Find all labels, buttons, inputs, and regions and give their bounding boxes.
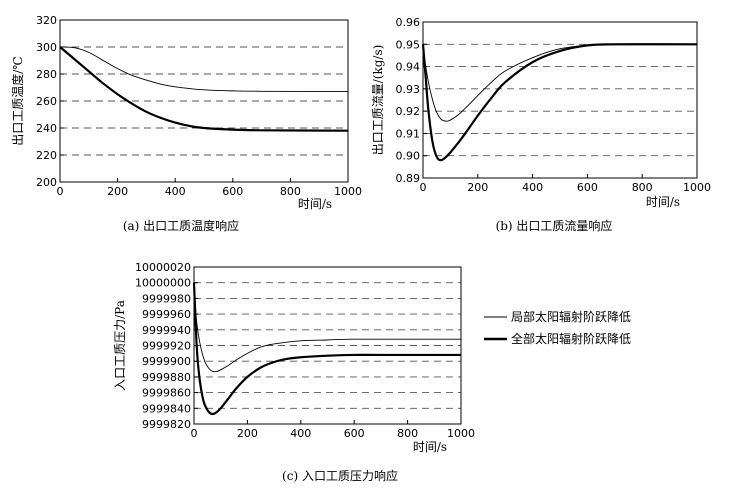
pressure-xtick-label: 200 bbox=[237, 427, 258, 440]
temperature-xtick-label: 0 bbox=[57, 185, 64, 198]
chart-panel-pressure: 0 200 400 600 800 1000 9999820 9999840 9999860 99… bbox=[113, 261, 475, 454]
flow-xtick-label: 1000 bbox=[683, 181, 711, 194]
caption-temperature: (a) 出口工质温度响应 bbox=[123, 218, 239, 233]
pressure-ytick-label: 9999900 bbox=[142, 355, 191, 368]
flow-ytick-label: 0.89 bbox=[396, 172, 421, 185]
temperature-ytick-label: 260 bbox=[36, 95, 57, 108]
pressure-xtick-label: 1000 bbox=[447, 427, 475, 440]
temperature-ytick-label: 320 bbox=[36, 14, 57, 27]
temperature-ytick-label: 240 bbox=[36, 122, 57, 135]
temperature-xtick-label: 1000 bbox=[334, 185, 362, 198]
pressure-ytick-label: 9999840 bbox=[142, 402, 191, 415]
caption-flow: (b) 出口工质流量响应 bbox=[496, 218, 613, 233]
flow-ytick-label: 0.96 bbox=[396, 16, 421, 29]
flow-xtick-label: 600 bbox=[577, 181, 598, 194]
chart-panel-temperature: 0 200 400 600 800 1000200220240260280300320时间… bbox=[10, 14, 362, 211]
pressure-ytick-label: 9999940 bbox=[142, 324, 191, 337]
flow-plot-frame bbox=[422, 21, 698, 179]
temperature-y-axis-label: 出口工质温度/℃ bbox=[10, 56, 25, 145]
pressure-xtick-label: 0 bbox=[191, 427, 198, 440]
legend: 局部太阳辐射阶跃降低 全部太阳辐射阶跃降低 bbox=[484, 309, 631, 346]
temperature-xtick-label: 600 bbox=[222, 185, 243, 198]
flow-y-axis-label: 出口工质流量/(kg/s) bbox=[371, 45, 385, 156]
temperature-ytick-label: 280 bbox=[36, 68, 57, 81]
flow-ytick-label: 0.93 bbox=[396, 83, 421, 96]
temperature-series-full-line bbox=[59, 46, 349, 132]
pressure-ytick-label: 9999820 bbox=[142, 418, 191, 431]
chart-panel-flow: 0 200 400 600 800 1000 0.89 0.90 0.91 0.92 0.93 0.9… bbox=[371, 16, 711, 209]
pressure-ytick-label: 9999960 bbox=[142, 308, 191, 321]
flow-xtick-label: 400 bbox=[522, 181, 543, 194]
legend-label-full: 全部太阳辐射阶跃降低 bbox=[511, 331, 631, 346]
temperature-xtick-label: 800 bbox=[280, 185, 301, 198]
flow-ytick-label: 0.90 bbox=[396, 150, 421, 163]
temperature-xtick-label: 200 bbox=[107, 185, 128, 198]
pressure-series-full-line bbox=[192, 282, 461, 416]
flow-ytick-label: 0.92 bbox=[396, 105, 421, 118]
flow-ytick-label: 0.94 bbox=[396, 61, 421, 74]
pressure-ytick-label: 10000020 bbox=[135, 261, 191, 274]
pressure-ytick-label: 9999920 bbox=[142, 340, 191, 353]
flow-xtick-label: 200 bbox=[467, 181, 488, 194]
flow-series-partial-line bbox=[422, 43, 698, 122]
pressure-xtick-label: 600 bbox=[344, 427, 365, 440]
pressure-ytick-label: 9999860 bbox=[142, 387, 191, 400]
flow-xtick-label: 800 bbox=[632, 181, 653, 194]
temperature-x-axis-label: 时间/s bbox=[298, 197, 332, 211]
pressure-y-axis-label: 入口工质压力/Pa bbox=[113, 300, 127, 391]
pressure-ytick-label: 9999980 bbox=[142, 292, 191, 305]
pressure-ytick-label: 9999880 bbox=[142, 371, 191, 384]
temperature-ytick-label: 220 bbox=[36, 149, 57, 162]
legend-label-partial: 局部太阳辐射阶跃降低 bbox=[511, 309, 631, 324]
temperature-ytick-label: 200 bbox=[36, 176, 57, 189]
pressure-series-partial-line bbox=[193, 282, 462, 373]
pressure-x-axis-label: 时间/s bbox=[413, 440, 447, 454]
flow-xtick-label: 0 bbox=[420, 181, 427, 194]
flow-ytick-label: 0.95 bbox=[396, 38, 421, 51]
temperature-series-partial-line bbox=[59, 46, 349, 92]
pressure-xtick-label: 800 bbox=[397, 427, 418, 440]
pressure-ytick-label: 10000000 bbox=[135, 277, 191, 290]
temperature-xtick-label: 400 bbox=[165, 185, 186, 198]
temperature-ytick-label: 300 bbox=[36, 41, 57, 54]
flow-series-full-line bbox=[421, 43, 698, 162]
flow-x-axis-label: 时间/s bbox=[646, 195, 680, 209]
pressure-xtick-label: 400 bbox=[290, 427, 311, 440]
flow-ytick-label: 0.91 bbox=[396, 127, 421, 140]
caption-pressure: (c) 入口工质压力响应 bbox=[282, 468, 398, 483]
